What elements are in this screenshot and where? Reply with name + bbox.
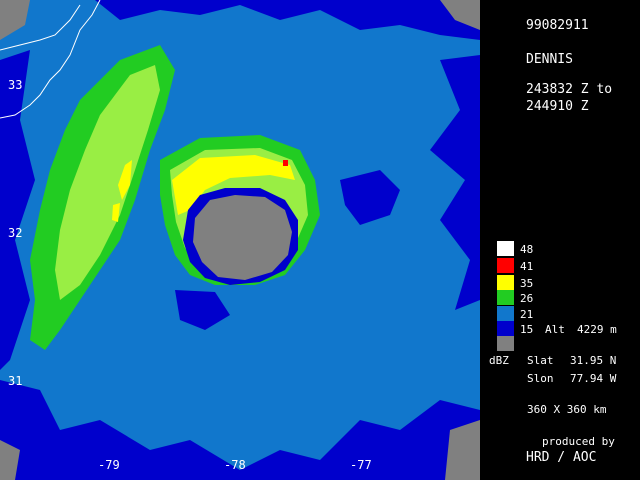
legend-label-41: 41 (520, 260, 534, 273)
no-data-top-left (0, 0, 30, 40)
storm-eye (193, 195, 292, 280)
slat-label: Slat (527, 354, 554, 367)
lon-tick-77: -77 (350, 458, 372, 472)
rainband-yellow-streak-2 (112, 203, 120, 222)
radar-map: 33 32 31 -79 -78 -77 (0, 0, 480, 480)
eyewall-red-dot (283, 160, 288, 166)
weak-echo-left (0, 50, 35, 370)
legend-label-15: 15 (520, 323, 534, 336)
time-start: 243832 Z to (526, 82, 613, 97)
no-data-top-right (440, 0, 480, 30)
alt-value: 4229 m (577, 323, 617, 336)
legend-swatch-15 (497, 321, 514, 336)
no-data-bottom-left (0, 440, 20, 480)
rainband-yellow-streak (118, 160, 132, 200)
legend-swatch-26 (497, 290, 514, 305)
legend-label-21: 21 (520, 308, 534, 321)
lon-tick-78: -78 (224, 458, 246, 472)
weak-echo-bottom (0, 380, 480, 480)
coastline-sound (0, 4, 81, 51)
legend-unit: dBZ (489, 354, 509, 367)
legend-swatch-35 (497, 275, 514, 290)
slon-value: 77.94 W (570, 372, 617, 385)
weak-echo-top (95, 0, 480, 40)
credit-line1: produced by (542, 435, 615, 448)
weak-echo-right (430, 55, 480, 310)
slon-label: Slon (527, 372, 554, 385)
legend-label-35: 35 (520, 277, 534, 290)
legend-swatch-41 (497, 258, 514, 273)
credit-line2: HRD / AOC (526, 450, 597, 465)
storm-name: DENNIS (526, 52, 573, 67)
alt-label: Alt (545, 323, 565, 336)
coastline (0, 0, 101, 119)
weak-echo-east-cluster (340, 170, 400, 225)
weak-echo-south-patch (175, 290, 230, 330)
legend-swatch-48 (497, 241, 514, 256)
legend-swatch-nodata (497, 336, 514, 351)
reflectivity-field (0, 0, 480, 480)
lon-tick-79: -79 (98, 458, 120, 472)
info-panel: 99082911 DENNIS 243832 Z to 244910 Z 48 … (480, 0, 640, 480)
time-end: 244910 Z (526, 99, 589, 114)
lat-tick-33: 33 (8, 78, 23, 92)
extent: 360 X 360 km (527, 403, 607, 416)
date-code: 99082911 (526, 18, 589, 33)
eyewall-yellow (172, 155, 295, 215)
legend-swatch-21 (497, 306, 514, 321)
legend-label-48: 48 (520, 243, 534, 256)
lat-tick-31: 31 (8, 374, 23, 388)
no-data-bottom-right (445, 420, 480, 480)
slat-value: 31.95 N (570, 354, 617, 367)
lat-tick-32: 32 (8, 226, 23, 240)
rainband-inner (55, 65, 160, 300)
legend-label-26: 26 (520, 292, 534, 305)
